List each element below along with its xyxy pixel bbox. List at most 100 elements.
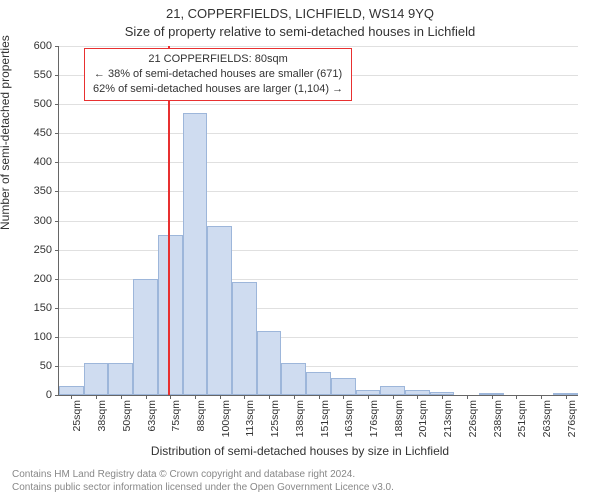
x-tick-label: 188sqm <box>393 400 405 440</box>
histogram-bar <box>84 363 109 395</box>
histogram-bar <box>232 282 257 395</box>
x-tick-label: 176sqm <box>368 400 380 440</box>
x-tick-mark <box>294 395 295 399</box>
x-tick-label: 88sqm <box>195 400 207 440</box>
x-axis-label: Distribution of semi-detached houses by … <box>0 444 600 458</box>
y-gridline <box>59 104 578 105</box>
x-tick-mark <box>368 395 369 399</box>
y-tick-mark <box>55 162 59 163</box>
y-tick-mark <box>55 221 59 222</box>
x-tick-label: 113sqm <box>244 400 256 440</box>
y-tick-mark <box>55 395 59 396</box>
y-tick-label: 100 <box>12 331 52 343</box>
footer-line-2: Contains public sector information licen… <box>12 482 394 495</box>
y-gridline <box>59 133 578 134</box>
histogram-bar <box>158 235 183 395</box>
x-tick-mark <box>121 395 122 399</box>
x-tick-mark <box>492 395 493 399</box>
x-tick-label: 100sqm <box>220 400 232 440</box>
title-line-2: Size of property relative to semi-detach… <box>0 24 600 39</box>
x-tick-mark <box>244 395 245 399</box>
y-tick-mark <box>55 337 59 338</box>
x-tick-label: 25sqm <box>71 400 83 440</box>
annotation-line: ← 38% of semi-detached houses are smalle… <box>93 67 343 82</box>
x-tick-mark <box>170 395 171 399</box>
y-gridline <box>59 191 578 192</box>
x-tick-mark <box>417 395 418 399</box>
histogram-bar <box>108 363 133 395</box>
footer-attribution: Contains HM Land Registry data © Crown c… <box>12 469 394 494</box>
y-tick-mark <box>55 308 59 309</box>
x-tick-label: 50sqm <box>121 400 133 440</box>
x-tick-label: 238sqm <box>492 400 504 440</box>
histogram-bar <box>207 226 232 395</box>
y-tick-label: 450 <box>12 127 52 139</box>
x-tick-mark <box>319 395 320 399</box>
y-tick-mark <box>55 366 59 367</box>
x-tick-label: 63sqm <box>146 400 158 440</box>
chart-container: 21, COPPERFIELDS, LICHFIELD, WS14 9YQ Si… <box>0 0 600 500</box>
y-tick-label: 600 <box>12 40 52 52</box>
x-tick-label: 226sqm <box>467 400 479 440</box>
histogram-bar <box>306 372 331 395</box>
annotation-line: 62% of semi-detached houses are larger (… <box>93 82 343 97</box>
histogram-bar <box>257 331 282 395</box>
y-axis-label: Number of semi-detached properties <box>0 35 12 230</box>
title-line-1: 21, COPPERFIELDS, LICHFIELD, WS14 9YQ <box>0 6 600 21</box>
x-tick-label: 38sqm <box>96 400 108 440</box>
x-tick-mark <box>541 395 542 399</box>
x-tick-label: 151sqm <box>319 400 331 440</box>
x-tick-label: 138sqm <box>294 400 306 440</box>
x-tick-mark <box>442 395 443 399</box>
y-tick-label: 550 <box>12 69 52 81</box>
y-tick-label: 350 <box>12 185 52 197</box>
histogram-bar <box>59 386 84 395</box>
y-tick-label: 500 <box>12 98 52 110</box>
y-tick-label: 0 <box>12 389 52 401</box>
x-tick-label: 263sqm <box>541 400 553 440</box>
x-tick-mark <box>393 395 394 399</box>
histogram-bar <box>281 363 306 395</box>
x-tick-label: 125sqm <box>269 400 281 440</box>
y-tick-mark <box>55 191 59 192</box>
x-tick-label: 251sqm <box>516 400 528 440</box>
x-tick-label: 276sqm <box>566 400 578 440</box>
x-tick-mark <box>566 395 567 399</box>
y-tick-label: 150 <box>12 302 52 314</box>
y-tick-mark <box>55 133 59 134</box>
x-tick-mark <box>220 395 221 399</box>
x-tick-mark <box>516 395 517 399</box>
y-tick-label: 250 <box>12 244 52 256</box>
y-gridline <box>59 250 578 251</box>
y-tick-mark <box>55 279 59 280</box>
y-tick-mark <box>55 250 59 251</box>
y-gridline <box>59 221 578 222</box>
histogram-bar <box>183 113 208 395</box>
y-tick-mark <box>55 46 59 47</box>
y-gridline <box>59 46 578 47</box>
x-tick-mark <box>269 395 270 399</box>
footer-line-1: Contains HM Land Registry data © Crown c… <box>12 469 394 482</box>
x-tick-label: 163sqm <box>343 400 355 440</box>
x-tick-label: 75sqm <box>170 400 182 440</box>
x-tick-mark <box>343 395 344 399</box>
x-tick-mark <box>467 395 468 399</box>
y-tick-mark <box>55 104 59 105</box>
x-tick-mark <box>71 395 72 399</box>
x-tick-mark <box>96 395 97 399</box>
x-tick-label: 213sqm <box>442 400 454 440</box>
y-gridline <box>59 162 578 163</box>
annotation-line: 21 COPPERFIELDS: 80sqm <box>93 52 343 67</box>
x-tick-mark <box>146 395 147 399</box>
y-tick-mark <box>55 75 59 76</box>
y-tick-label: 400 <box>12 156 52 168</box>
y-tick-label: 50 <box>12 360 52 372</box>
y-tick-label: 300 <box>12 215 52 227</box>
y-tick-label: 200 <box>12 273 52 285</box>
x-tick-mark <box>195 395 196 399</box>
annotation-box: 21 COPPERFIELDS: 80sqm← 38% of semi-deta… <box>84 48 352 101</box>
histogram-bar <box>380 386 405 395</box>
plot-area: 25sqm38sqm50sqm63sqm75sqm88sqm100sqm113s… <box>58 46 578 396</box>
histogram-bar <box>133 279 158 395</box>
histogram-bar <box>331 378 356 395</box>
